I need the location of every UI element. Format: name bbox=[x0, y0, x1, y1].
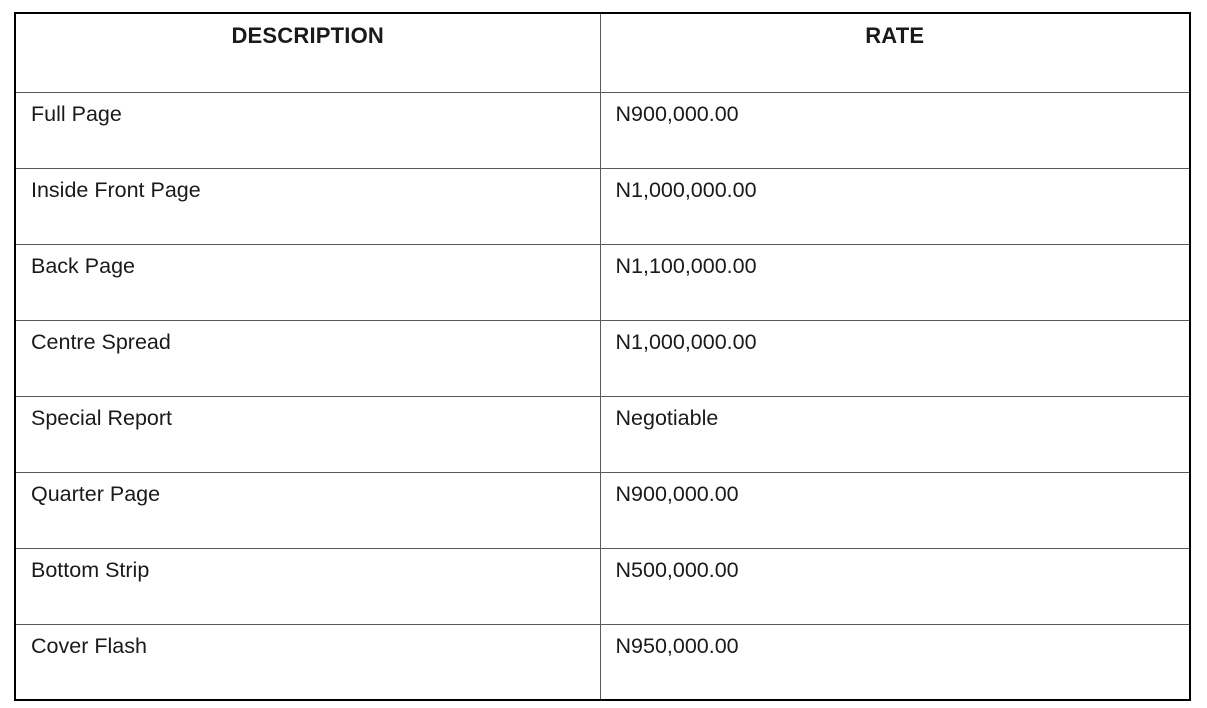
header-row: DESCRIPTION RATE bbox=[14, 12, 1191, 93]
table-row: Back Page N1,100,000.00 bbox=[14, 243, 1191, 321]
description-cell: Bottom Strip bbox=[14, 547, 601, 625]
rate-table-header: DESCRIPTION RATE bbox=[14, 12, 1191, 93]
description-cell: Inside Front Page bbox=[14, 167, 601, 245]
rate-cell: N900,000.00 bbox=[599, 471, 1191, 549]
description-cell: Special Report bbox=[14, 395, 601, 473]
rate-cell: N900,000.00 bbox=[599, 91, 1191, 169]
description-cell: Quarter Page bbox=[14, 471, 601, 549]
rate-cell: N500,000.00 bbox=[599, 547, 1191, 625]
rate-cell: N1,100,000.00 bbox=[599, 243, 1191, 321]
rate-column-header: RATE bbox=[599, 12, 1191, 93]
rate-cell: N950,000.00 bbox=[599, 623, 1191, 701]
description-cell: Back Page bbox=[14, 243, 601, 321]
rate-table-body: Full Page N900,000.00 Inside Front Page N1,… bbox=[14, 91, 1191, 701]
description-cell: Centre Spread bbox=[14, 319, 601, 397]
table-row: Bottom Strip N500,000.00 bbox=[14, 547, 1191, 625]
rate-cell: N1,000,000.00 bbox=[599, 167, 1191, 245]
advert-rate-table: DESCRIPTION RATE Full Page N900,000.00 Ins… bbox=[14, 12, 1191, 701]
rate-cell: Negotiable bbox=[599, 395, 1191, 473]
table-row: Quarter Page N900,000.00 bbox=[14, 471, 1191, 549]
table-row: Special Report Negotiable bbox=[14, 395, 1191, 473]
description-cell: Full Page bbox=[14, 91, 601, 169]
description-cell: Cover Flash bbox=[14, 623, 601, 701]
table-row: Full Page N900,000.00 bbox=[14, 91, 1191, 169]
description-column-header: DESCRIPTION bbox=[14, 12, 601, 93]
table-row: Inside Front Page N1,000,000.00 bbox=[14, 167, 1191, 245]
rate-cell: N1,000,000.00 bbox=[599, 319, 1191, 397]
table-row: Centre Spread N1,000,000.00 bbox=[14, 319, 1191, 397]
table-row: Cover Flash N950,000.00 bbox=[14, 623, 1191, 701]
